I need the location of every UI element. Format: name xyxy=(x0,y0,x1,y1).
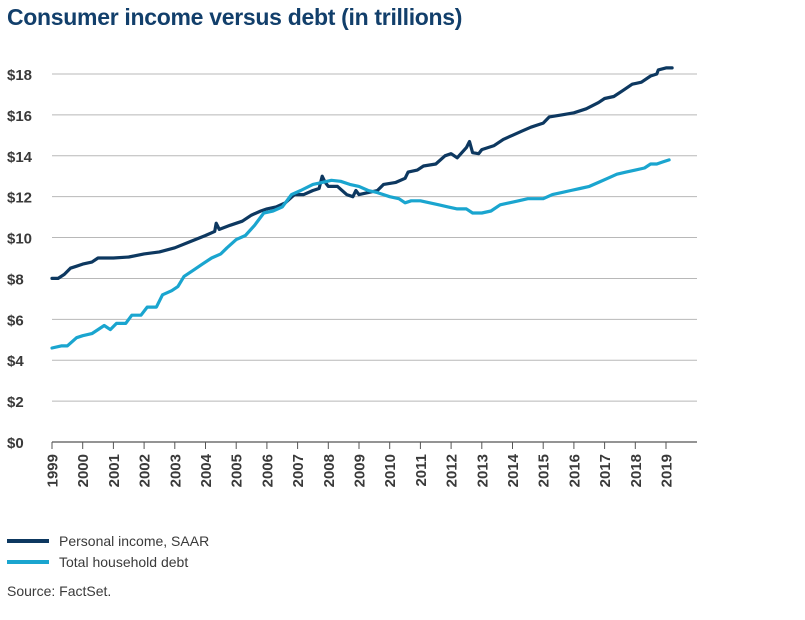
series-lines xyxy=(50,66,674,350)
x-axis: 1999 2000 2001 2002 2003 2004 2005 2006 2007 2008… xyxy=(45,441,697,487)
x-tick-label: 2000 xyxy=(75,454,92,487)
x-tick-label: 2012 xyxy=(444,454,461,487)
y-tick-label: $0 xyxy=(7,435,24,452)
x-tick-label: 2011 xyxy=(413,454,430,487)
x-tick-label: 2005 xyxy=(229,454,246,487)
legend-swatch-income xyxy=(7,538,49,543)
x-tick-label: 2002 xyxy=(137,454,154,487)
y-tick-label: $12 xyxy=(7,190,32,207)
source-note: Source: FactSet. xyxy=(7,583,112,599)
income-series-line xyxy=(50,66,674,280)
x-tick-label: 2001 xyxy=(106,454,123,487)
legend-swatch-debt xyxy=(7,559,49,564)
x-tick-label: 2015 xyxy=(536,454,553,487)
y-tick-label: $6 xyxy=(7,312,24,329)
x-tick-label: 2019 xyxy=(659,454,676,487)
x-tick-label: 2009 xyxy=(352,454,369,487)
x-tick-label: 2014 xyxy=(505,453,522,487)
x-tick-label: 2004 xyxy=(198,453,215,487)
y-tick-label: $8 xyxy=(7,271,24,288)
legend-item-income: Personal income, SAAR xyxy=(7,530,209,551)
x-tick-label: 2010 xyxy=(382,454,399,487)
y-axis-tick-labels: $0 $2 $4 $6 $8 $10 $12 $14 $16 $18 xyxy=(7,67,33,452)
legend-item-debt: Total household debt xyxy=(7,551,209,572)
line-chart: $0 $2 $4 $6 $8 $10 $12 $14 $16 $18 1999 2000 2001 20… xyxy=(7,66,697,487)
x-tick-label: 2013 xyxy=(474,454,491,487)
grid-lines xyxy=(52,73,697,402)
x-tick-label: 2008 xyxy=(321,454,338,487)
x-tick-label: 2017 xyxy=(597,454,614,487)
x-tick-label: 2018 xyxy=(628,454,645,487)
x-tick-label: 2006 xyxy=(259,454,276,487)
x-tick-label: 1999 xyxy=(45,454,62,487)
x-tick-label: 2003 xyxy=(167,454,184,487)
y-tick-label: $10 xyxy=(7,231,32,248)
legend-label-debt: Total household debt xyxy=(59,553,189,570)
y-tick-label: $4 xyxy=(7,353,24,370)
y-tick-label: $16 xyxy=(7,108,32,125)
x-tick-label: 2007 xyxy=(290,454,307,487)
x-tick-label: 2016 xyxy=(566,454,583,487)
y-tick-label: $14 xyxy=(7,149,33,166)
legend-label-income: Personal income, SAAR xyxy=(59,532,210,549)
y-tick-label: $18 xyxy=(7,67,32,84)
y-tick-label: $2 xyxy=(7,394,24,411)
debt-series-line xyxy=(50,158,671,350)
legend: Personal income, SAAR Total household de… xyxy=(7,530,209,572)
chart-title: Consumer income versus debt (in trillion… xyxy=(7,4,463,30)
